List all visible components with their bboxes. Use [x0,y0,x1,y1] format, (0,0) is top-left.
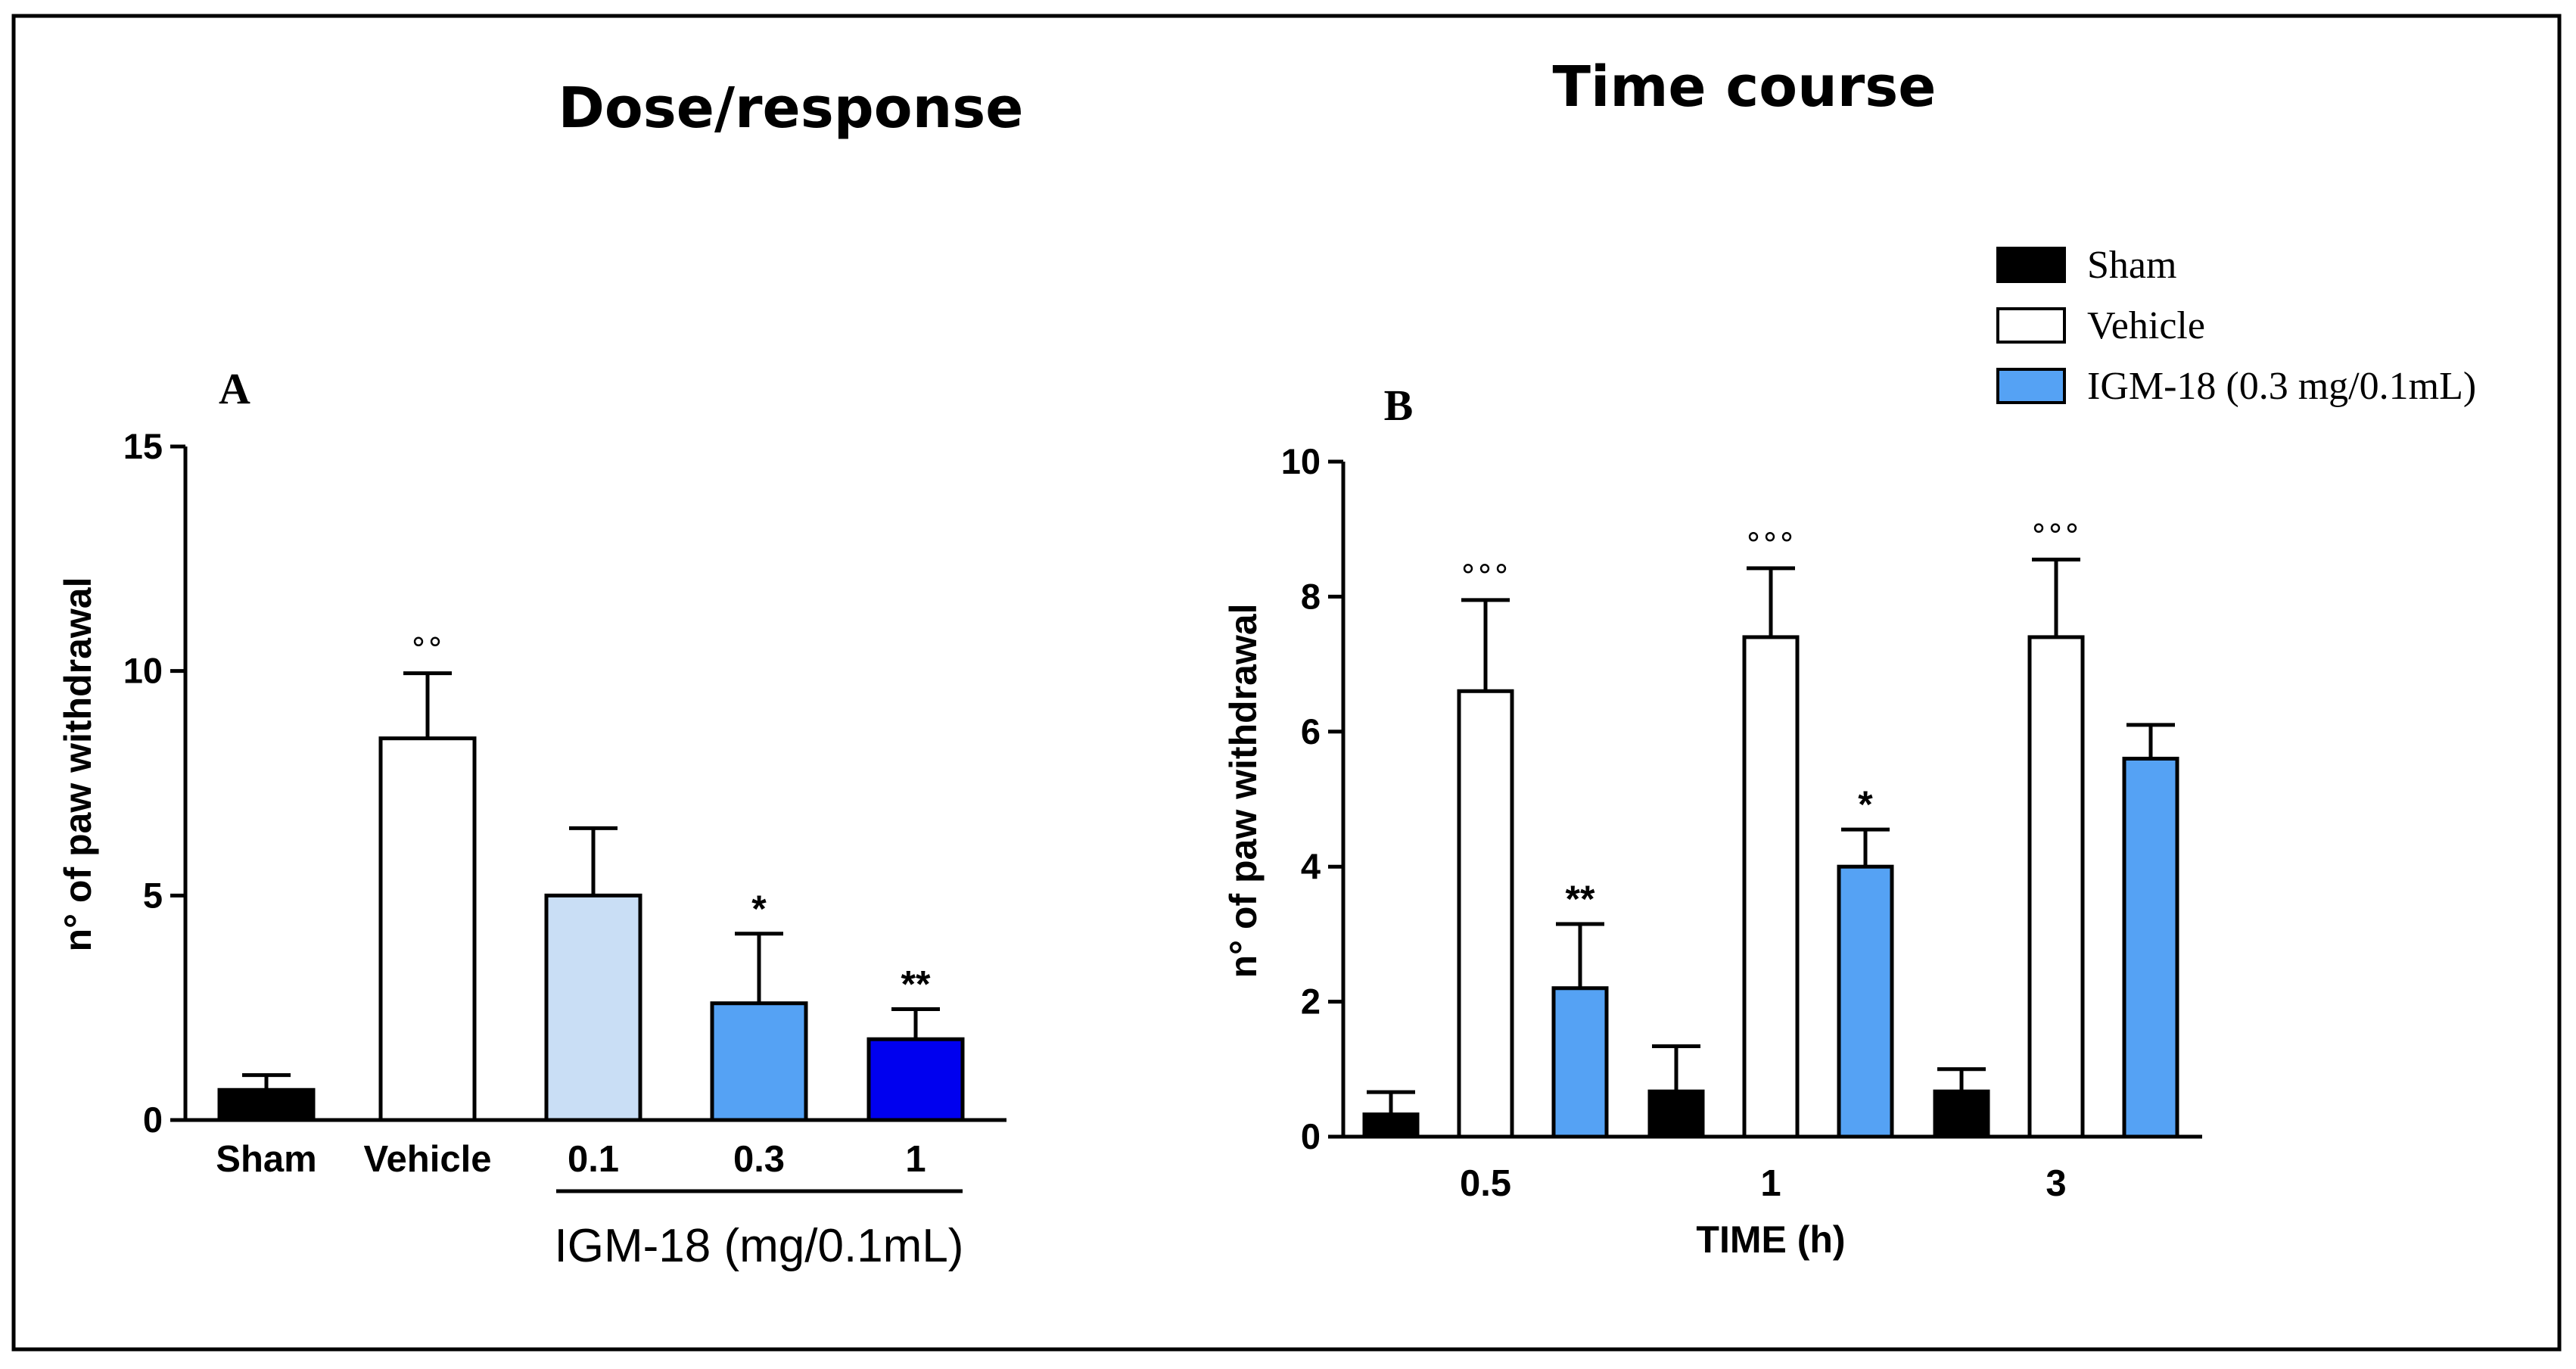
panel-a-y-tick-label: 15 [123,426,163,466]
legend-swatch-sham [1996,247,2066,283]
panel-b-category-label: 1 [1760,1163,1781,1204]
time-course-title: Time course [1552,54,1936,120]
legend-swatch-igm-18 [1996,368,2066,404]
panel-a-bar-0-3-significance-label: * [751,888,767,930]
panel-b-legend: Sham Vehicle IGM-18 (0.3 mg/0.1mL) [1996,244,2476,408]
legend-label: IGM-18 (0.3 mg/0.1mL) [2087,365,2476,408]
panel-b-y-tick-label: 2 [1301,982,1321,1022]
panel-a-bar-vehicle [378,736,477,1122]
panel-a-category-label: 0.1 [568,1139,619,1180]
dose-response-title: Dose/response [558,76,1024,141]
panel-b-bar-vehicle-1 [1742,635,1800,1139]
panel-a-y-axis-label: n° of paw withdrawal [57,577,99,951]
time-course-chart: Time course B n° of paw withdrawal 0 2 4 6 8… [1222,54,2476,1261]
panel-a-category-label: Sham [216,1139,316,1180]
panel-b-bar-vehicle-0-5 [1457,689,1514,1139]
panel-b-letter: B [1384,381,1414,430]
panel-b-category-label: 3 [2046,1163,2066,1204]
panel-b-y-tick-label: 6 [1301,711,1321,751]
panel-b-y-tick-label: 4 [1301,846,1321,886]
panel-b-bar-igm-18-0-5 [1551,986,1609,1139]
panel-a-bar-0-3 [710,1001,808,1122]
legend-label: Vehicle [2087,304,2205,347]
panel-b-y-tick-label: 8 [1301,576,1321,616]
legend-swatch-vehicle [1996,307,2066,344]
panel-b-y-tick-label: 0 [1301,1116,1321,1156]
panel-b-y-tick-label: 10 [1281,441,1321,481]
panel-b-y-axis-label: n° of paw withdrawal [1222,603,1265,978]
panel-b-x-axis-label: TIME (h) [1696,1218,1845,1261]
panel-a-bar-vehicle-significance-label: °° [411,633,444,667]
panel-b-bar-igm-18-1 [1837,864,1894,1139]
panel-b-bar-vehicle-3 [2027,635,2085,1139]
panel-a-letter: A [219,364,250,413]
panel-b-bar-igm-18-3 [2122,756,2179,1139]
panel-b-bar-vehicle-0-5-significance-label: °°° [1461,559,1510,594]
panel-b-bar-sham-0-5 [1362,1112,1420,1139]
panel-a-category-label: 1 [905,1139,926,1180]
panel-a-y-tick-label: 5 [143,875,163,915]
panel-a-bar-sham [217,1087,316,1122]
panel-a-bar-1-significance-label: ** [901,963,931,1005]
panel-b-bar-sham-1 [1647,1089,1705,1139]
panel-b-bar-sham-3 [1933,1089,1990,1139]
panel-a-category-label: Vehicle [364,1139,492,1180]
panel-b-bar-vehicle-3-significance-label: °°° [2031,518,2081,553]
panel-a-group-label: IGM-18 (mg/0.1mL) [555,1220,964,1272]
legend-label: Sham [2087,244,2176,287]
figure-border [11,14,2562,1352]
panel-b-category-label: 0.5 [1460,1163,1511,1204]
panel-b-bar-igm-18-0-5-significance-label: ** [1566,878,1595,920]
panel-a-category-label: 0.3 [733,1139,785,1180]
dose-response-chart: Dose/response A n° of paw withdrawal 0 5 1… [57,76,1023,1272]
panel-b-bar-vehicle-1-significance-label: °°° [1746,527,1796,562]
panel-a-y-tick-label: 10 [123,651,163,691]
panel-a-bar-0-1 [544,893,642,1122]
panel-a-bar-1 [866,1037,965,1122]
panel-a-y-tick-label: 0 [143,1100,163,1140]
panel-b-bar-igm-18-1-significance-label: * [1858,783,1873,826]
